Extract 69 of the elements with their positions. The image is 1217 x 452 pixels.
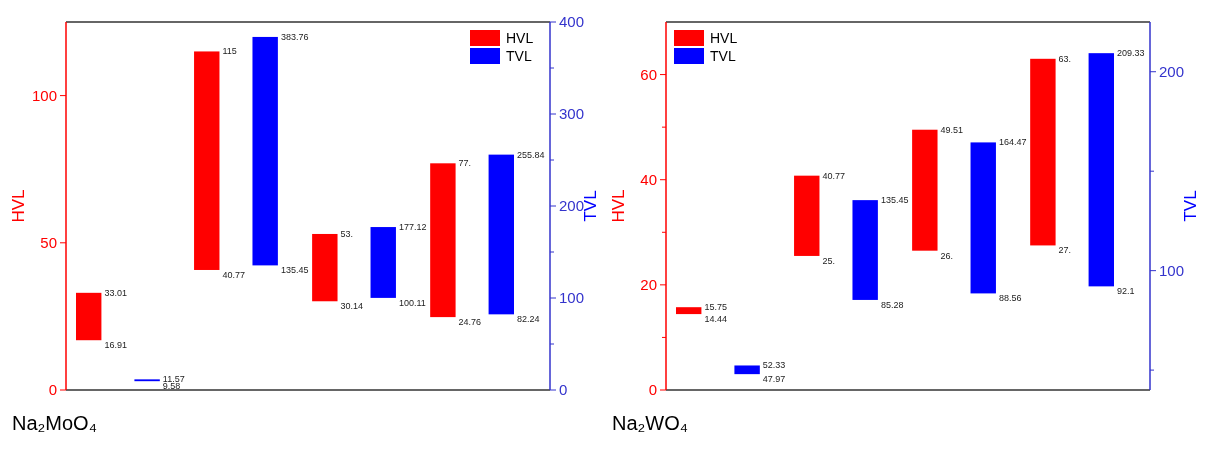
- y-tick-label: 20: [640, 275, 657, 293]
- y-tick-label: 50: [40, 233, 57, 251]
- annotation: 135.45: [280, 265, 309, 276]
- annotation: 77.: [458, 158, 472, 169]
- bar: [1030, 58, 1056, 246]
- annotation: 85.28: [880, 299, 904, 310]
- y-axis-title: HVL: [609, 189, 628, 223]
- annotation: 25.: [822, 255, 835, 266]
- bar: [852, 200, 878, 300]
- annotation: 100.11: [398, 297, 426, 308]
- y2-tick-label: 300: [559, 105, 585, 122]
- bar: [194, 51, 220, 270]
- y2-tick-label: 100: [1159, 261, 1185, 279]
- text: Na₂MoO₄: [12, 412, 97, 434]
- annotation: 209.33: [1117, 48, 1145, 59]
- annotation: 40.77: [822, 170, 845, 181]
- annotation: 26.: [940, 250, 954, 261]
- y2-tick-label: 100: [559, 289, 585, 306]
- annotation: 52.33: [762, 360, 786, 371]
- bar: [970, 142, 996, 294]
- bar: [488, 154, 514, 315]
- annotation: 14.44: [704, 314, 727, 325]
- bar: [430, 163, 456, 318]
- annotation: 30.14: [340, 301, 364, 312]
- bar: [370, 227, 396, 298]
- bar: [676, 307, 702, 315]
- legend-label: HVL: [506, 30, 534, 46]
- annotation: 24.76: [458, 317, 482, 328]
- y-tick-label: 60: [640, 65, 657, 83]
- y2-axis-title: TVL: [1181, 190, 1200, 222]
- legend-label: HVL: [710, 30, 738, 46]
- y2-tick-label: 0: [559, 381, 568, 398]
- y2-tick-label: 200: [1159, 62, 1185, 80]
- bar: [312, 233, 338, 302]
- y2-tick-label: 400: [559, 13, 585, 30]
- annotation: 16.91: [104, 340, 127, 351]
- annotation: 255.84: [517, 149, 545, 160]
- legend-label: TVL: [506, 48, 532, 64]
- bar: [734, 365, 760, 375]
- y2-tick-label: 200: [559, 197, 585, 214]
- annotation: 15.75: [704, 302, 727, 313]
- y-tick-label: 0: [648, 381, 657, 398]
- text: Na₂WO₄: [612, 412, 688, 434]
- annotation: 9.58: [162, 381, 181, 392]
- legend-label: TVL: [710, 48, 736, 64]
- bar: [1088, 53, 1114, 287]
- bar: [252, 36, 278, 266]
- annotation: 53.: [340, 228, 354, 239]
- annotation: 82.24: [517, 314, 540, 325]
- bar: [76, 292, 102, 341]
- y-axis-title: HVL: [9, 189, 28, 223]
- annotation: 383.76: [280, 31, 309, 42]
- annotation: 27.: [1058, 245, 1072, 256]
- annotation: 115: [222, 46, 237, 57]
- bar: [912, 129, 938, 251]
- y-tick-label: 100: [31, 86, 57, 104]
- annotation: 135.45: [880, 195, 909, 206]
- bar: [794, 175, 820, 256]
- y-tick-label: 0: [48, 381, 57, 398]
- annotation: 63.: [1058, 53, 1072, 64]
- annotation: 47.97: [762, 374, 786, 385]
- annotation: 40.77: [222, 269, 245, 280]
- annotation: 164.47: [998, 137, 1027, 148]
- annotation: 92.1: [1117, 286, 1135, 297]
- annotation: 49.51: [940, 124, 964, 135]
- annotation: 33.01: [104, 287, 127, 298]
- y-tick-label: 40: [640, 170, 657, 188]
- annotation: 177.12: [398, 222, 427, 233]
- annotation: 88.56: [998, 293, 1022, 304]
